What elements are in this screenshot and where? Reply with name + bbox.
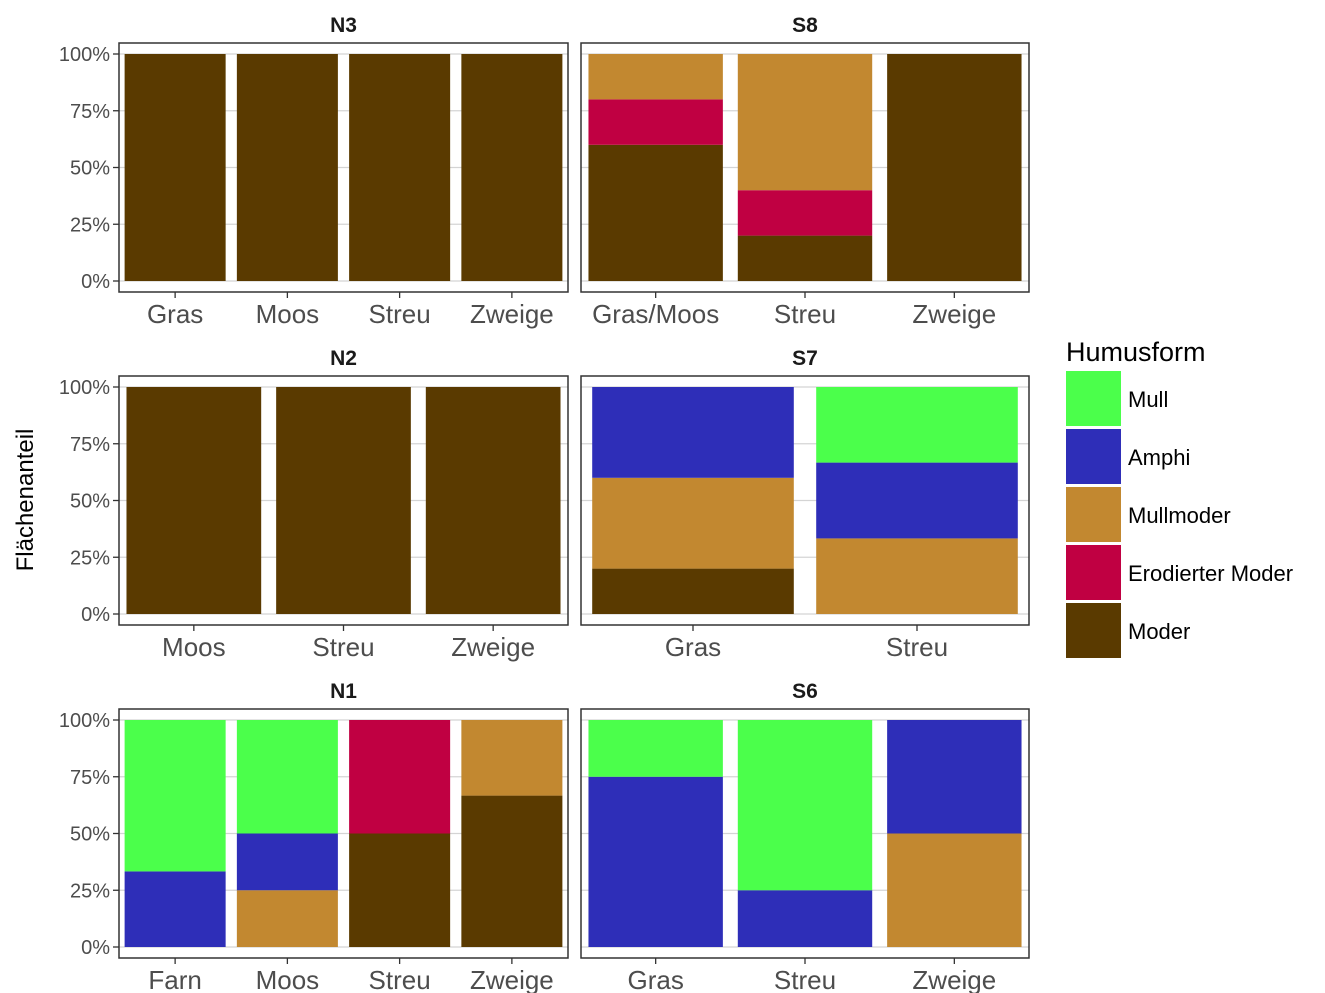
panel-s6: S6 Gras Streu Zweige bbox=[580, 680, 1030, 993]
y-tick-label: 25% bbox=[70, 214, 110, 236]
facet-panels: N3 0% 25% 50% 75% 100% Gras Moos Streu Zweige S8 Gr… bbox=[59, 14, 1030, 993]
y-tick-label: 0% bbox=[81, 271, 110, 293]
y-tick-label: 100% bbox=[59, 44, 110, 66]
bar-segment-n3-zweige-moder bbox=[461, 54, 563, 281]
bar-segment-s6-zweige-amphi bbox=[887, 720, 1022, 834]
y-tick-label: 100% bbox=[59, 710, 110, 732]
x-tick-label-zweige: Zweige bbox=[451, 632, 535, 662]
panel-title-s8: S8 bbox=[792, 14, 818, 37]
x-tick-label-zweige: Zweige bbox=[912, 299, 996, 329]
y-axis-label: Flächenanteil bbox=[12, 429, 39, 572]
panel-s7: S7 Gras Streu bbox=[580, 347, 1030, 662]
bar-segment-n2-zweige-moder bbox=[425, 387, 561, 614]
panel-title-n3: N3 bbox=[330, 14, 357, 37]
legend: Humusform Mull Amphi Mullmoder Erodierter M… bbox=[1066, 337, 1293, 658]
panel-title-s6: S6 bbox=[792, 680, 818, 703]
legend-label-mullmoder: Mullmoder bbox=[1128, 503, 1231, 528]
bar-segment-n2-moos-moder bbox=[126, 387, 262, 614]
bar-segment-s8-gras-moos-mullmoder bbox=[588, 54, 723, 100]
bar-segment-s7-streu-amphi bbox=[816, 462, 1018, 539]
bar-segment-s7-streu-mull bbox=[816, 387, 1018, 463]
bar-segment-n1-streu-moder bbox=[349, 833, 451, 947]
bar-segment-n1-streu-erodierter-moder bbox=[349, 720, 451, 834]
x-tick-label-zweige: Zweige bbox=[470, 965, 554, 993]
y-tick-label: 0% bbox=[81, 604, 110, 626]
x-tick-label-moos: Moos bbox=[162, 632, 226, 662]
y-tick-label: 25% bbox=[70, 880, 110, 902]
panel-s8: S8 Gras/Moos Streu Zweige bbox=[580, 14, 1030, 329]
bar-segment-n1-moos-amphi bbox=[236, 833, 338, 891]
x-tick-label-streu: Streu bbox=[886, 632, 948, 662]
bar-segment-n1-farn-amphi bbox=[124, 871, 226, 947]
panel-n2: N2 0% 25% 50% 75% 100% Moos Streu Zweige bbox=[59, 347, 569, 662]
x-tick-label-farn: Farn bbox=[148, 965, 201, 993]
bar-segment-s8-gras-moos-erodierter-moder bbox=[588, 99, 723, 145]
legend-label-amphi: Amphi bbox=[1128, 445, 1190, 470]
bar-segment-n2-streu-moder bbox=[276, 387, 411, 614]
bar-segment-n3-streu-moder bbox=[349, 54, 451, 281]
legend-label-mull: Mull bbox=[1128, 387, 1168, 412]
bar-segment-s8-gras-moos-moder bbox=[588, 144, 723, 281]
x-tick-label-moos: Moos bbox=[256, 965, 320, 993]
bar-segment-n1-zweige-moder bbox=[461, 795, 563, 947]
bar-segment-s6-gras-amphi bbox=[588, 776, 723, 947]
legend-key-amphi bbox=[1066, 429, 1121, 484]
x-tick-label-streu: Streu bbox=[369, 299, 431, 329]
legend-title: Humusform bbox=[1066, 337, 1206, 367]
bar-segment-s8-streu-erodierter-moder bbox=[737, 190, 873, 236]
x-tick-label-gras: Gras bbox=[665, 632, 721, 662]
y-tick-label: 0% bbox=[81, 937, 110, 959]
y-tick-label: 50% bbox=[70, 491, 110, 513]
x-tick-label-zweige: Zweige bbox=[470, 299, 554, 329]
legend-key-mullmoder bbox=[1066, 487, 1121, 542]
panel-n1: N1 0% 25% 50% 75% 100% Farn Moos Streu Zweige bbox=[59, 680, 569, 993]
legend-key-erodierter-moder bbox=[1066, 545, 1121, 600]
x-tick-label-streu: Streu bbox=[774, 299, 836, 329]
panel-title-n1: N1 bbox=[330, 680, 357, 703]
x-tick-label-gras-moos: Gras/Moos bbox=[592, 299, 719, 329]
x-tick-label-gras: Gras bbox=[147, 299, 203, 329]
bar-segment-s6-zweige-mullmoder bbox=[887, 833, 1022, 947]
bar-segment-n1-moos-mullmoder bbox=[236, 890, 338, 947]
x-tick-label-gras: Gras bbox=[627, 965, 683, 993]
bar-segment-s8-streu-moder bbox=[737, 235, 873, 281]
y-tick-label: 75% bbox=[70, 101, 110, 123]
legend-label-erodierter-moder: Erodierter Moder bbox=[1128, 561, 1293, 586]
x-tick-label-moos: Moos bbox=[256, 299, 320, 329]
bar-segment-s7-gras-amphi bbox=[592, 387, 794, 478]
legend-label-moder: Moder bbox=[1128, 619, 1190, 644]
bar-segment-s7-gras-moder bbox=[592, 568, 794, 614]
y-tick-label: 50% bbox=[70, 824, 110, 846]
y-tick-label: 75% bbox=[70, 767, 110, 789]
bar-segment-s6-gras-mull bbox=[588, 720, 723, 777]
panel-title-s7: S7 bbox=[792, 347, 818, 370]
bar-segment-s6-streu-mull bbox=[737, 720, 873, 891]
y-tick-label: 75% bbox=[70, 434, 110, 456]
legend-key-moder bbox=[1066, 603, 1121, 658]
bar-segment-n1-zweige-mullmoder bbox=[461, 720, 563, 796]
panel-border bbox=[580, 375, 1030, 626]
y-tick-label: 25% bbox=[70, 547, 110, 569]
x-tick-label-streu: Streu bbox=[774, 965, 836, 993]
bar-segment-n1-farn-mull bbox=[124, 720, 226, 872]
x-tick-label-zweige: Zweige bbox=[912, 965, 996, 993]
x-tick-label-streu: Streu bbox=[312, 632, 374, 662]
bar-segment-n3-gras-moder bbox=[124, 54, 226, 281]
bar-segment-s7-streu-mullmoder bbox=[816, 538, 1018, 614]
panel-n3: N3 0% 25% 50% 75% 100% Gras Moos Streu Zweige bbox=[59, 14, 569, 329]
bar-segment-n1-moos-mull bbox=[236, 720, 338, 834]
bar-segment-s7-gras-mullmoder bbox=[592, 477, 794, 569]
y-tick-label: 100% bbox=[59, 377, 110, 399]
bar-segment-s8-zweige-moder bbox=[887, 54, 1022, 281]
x-tick-label-streu: Streu bbox=[369, 965, 431, 993]
bar-segment-n3-moos-moder bbox=[236, 54, 338, 281]
panel-title-n2: N2 bbox=[330, 347, 357, 370]
y-tick-label: 50% bbox=[70, 158, 110, 180]
bar-segment-s6-streu-amphi bbox=[737, 890, 873, 947]
legend-key-mull bbox=[1066, 371, 1121, 426]
bar-segment-s8-streu-mullmoder bbox=[737, 54, 873, 191]
